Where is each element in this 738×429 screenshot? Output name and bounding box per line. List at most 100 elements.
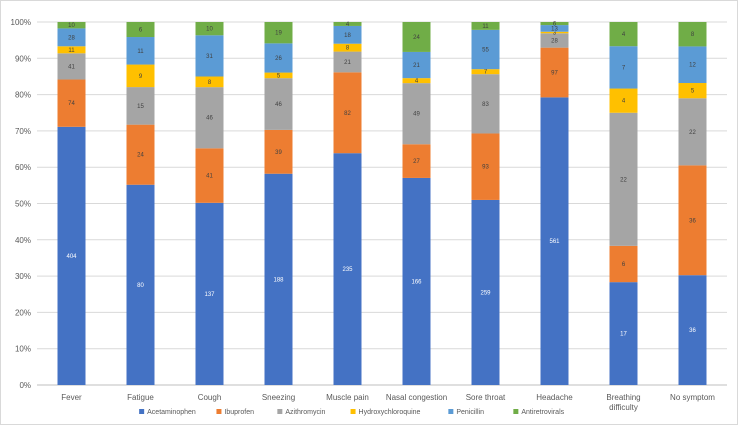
legend-swatch bbox=[277, 409, 283, 414]
y-tick-label: 90% bbox=[15, 54, 31, 63]
x-tick-label-line: No symptom bbox=[670, 393, 715, 402]
bar-segment bbox=[678, 98, 707, 166]
x-axis: Fever Fatigue Cough Sneezing Muscle pain Nasa… bbox=[61, 393, 715, 412]
data-label: 36 bbox=[689, 218, 696, 224]
bar-segment bbox=[195, 148, 224, 203]
bar-segment bbox=[264, 173, 293, 385]
bar-segment bbox=[57, 126, 86, 385]
data-label: 31 bbox=[206, 54, 213, 60]
data-label: 11 bbox=[68, 48, 75, 54]
bar-segment bbox=[540, 47, 569, 98]
data-label: 561 bbox=[549, 239, 560, 245]
bar-segment bbox=[471, 199, 500, 385]
bar-segment bbox=[333, 43, 362, 52]
bar-segment bbox=[126, 184, 155, 385]
bar-segment bbox=[540, 97, 569, 385]
bar-segment bbox=[540, 33, 569, 48]
data-label: 18 bbox=[344, 33, 351, 39]
x-tick-label: Sore throat bbox=[466, 393, 506, 402]
bar-segment bbox=[57, 53, 86, 80]
data-label: 41 bbox=[206, 174, 213, 180]
x-tick-label-line: Nasal congestion bbox=[386, 393, 447, 402]
x-tick-label-line: Fatigue bbox=[127, 393, 154, 402]
data-label: 4 bbox=[346, 22, 350, 28]
data-label: 5 bbox=[691, 89, 695, 95]
bar-segment bbox=[609, 88, 638, 113]
data-label: 49 bbox=[413, 112, 420, 118]
data-label: 10 bbox=[68, 23, 75, 29]
data-label: 74 bbox=[68, 101, 75, 107]
x-tick-label: No symptom bbox=[670, 393, 715, 402]
legend-label: Ibuprofen bbox=[224, 409, 254, 416]
x-tick-label: Fever bbox=[61, 393, 82, 402]
data-label: 404 bbox=[66, 254, 77, 260]
bar-segment bbox=[333, 153, 362, 385]
bar-segment bbox=[57, 28, 86, 47]
data-label: 4 bbox=[622, 32, 626, 38]
data-label: 4 bbox=[622, 99, 626, 105]
legend-swatch bbox=[448, 409, 454, 414]
bar-segment bbox=[126, 124, 155, 185]
bar-segment bbox=[126, 22, 155, 38]
bar-segment bbox=[609, 282, 638, 385]
x-tick-label: Nasal congestion bbox=[386, 393, 447, 402]
x-tick-label-line: Breathing bbox=[606, 393, 640, 402]
x-tick-label: Cough bbox=[198, 393, 222, 402]
bar-segment bbox=[402, 22, 431, 52]
y-tick-label: 50% bbox=[15, 200, 31, 209]
bar-segment bbox=[264, 43, 293, 73]
legend-label: Antiretrovirals bbox=[521, 409, 564, 416]
data-label: 17 bbox=[620, 332, 627, 338]
x-tick-label: Headache bbox=[536, 393, 573, 402]
data-label: 8 bbox=[691, 32, 695, 38]
data-label: 26 bbox=[275, 56, 282, 62]
x-tick-label: Fatigue bbox=[127, 393, 154, 402]
data-label: 24 bbox=[137, 153, 144, 159]
data-label: 9 bbox=[139, 74, 143, 80]
data-label: 166 bbox=[411, 279, 422, 285]
data-label: 21 bbox=[413, 63, 420, 69]
bar-segment bbox=[57, 22, 86, 29]
bar-segment bbox=[678, 275, 707, 385]
data-label: 188 bbox=[273, 277, 284, 283]
x-tick-label-line: Sneezing bbox=[262, 393, 295, 402]
bar-segment bbox=[402, 78, 431, 84]
bar-segment bbox=[609, 245, 638, 283]
data-label: 8 bbox=[208, 80, 212, 86]
x-tick-label-line: Cough bbox=[198, 393, 222, 402]
data-label: 11 bbox=[482, 24, 489, 30]
bar-segment bbox=[195, 35, 224, 77]
data-label: 15 bbox=[137, 104, 144, 110]
data-label: 28 bbox=[551, 38, 558, 44]
bar-segment bbox=[333, 22, 362, 26]
bar-segment bbox=[195, 202, 224, 385]
y-tick-label: 10% bbox=[15, 345, 31, 354]
bar-segment bbox=[678, 83, 707, 99]
x-tick-label: Sneezing bbox=[262, 393, 295, 402]
legend-label: Acetaminophen bbox=[147, 409, 196, 416]
data-label: 12 bbox=[689, 63, 696, 69]
data-label: 3 bbox=[553, 31, 557, 37]
bar-segment bbox=[471, 29, 500, 70]
y-tick-label: 60% bbox=[15, 163, 31, 172]
data-label: 28 bbox=[68, 35, 75, 41]
data-label: 5 bbox=[277, 73, 281, 79]
y-tick-label: 40% bbox=[15, 236, 31, 245]
bar-segment bbox=[471, 22, 500, 30]
data-label: 7 bbox=[484, 70, 488, 76]
data-label: 46 bbox=[275, 102, 282, 108]
legend: Acetaminophen Ibuprofen Azithromycin Hydrox… bbox=[139, 409, 565, 416]
bar-segment bbox=[333, 72, 362, 154]
bar-segment bbox=[126, 87, 155, 125]
x-tick-label-line: Sore throat bbox=[466, 393, 506, 402]
bars: 4047441112810802415911613741468311018839… bbox=[57, 22, 707, 385]
data-label: 259 bbox=[480, 290, 491, 296]
bar-segment bbox=[678, 22, 707, 47]
data-label: 36 bbox=[689, 328, 696, 334]
legend-swatch bbox=[350, 409, 356, 414]
data-label: 4 bbox=[415, 79, 419, 85]
bar-segment bbox=[264, 22, 293, 44]
bar-segment bbox=[195, 87, 224, 149]
